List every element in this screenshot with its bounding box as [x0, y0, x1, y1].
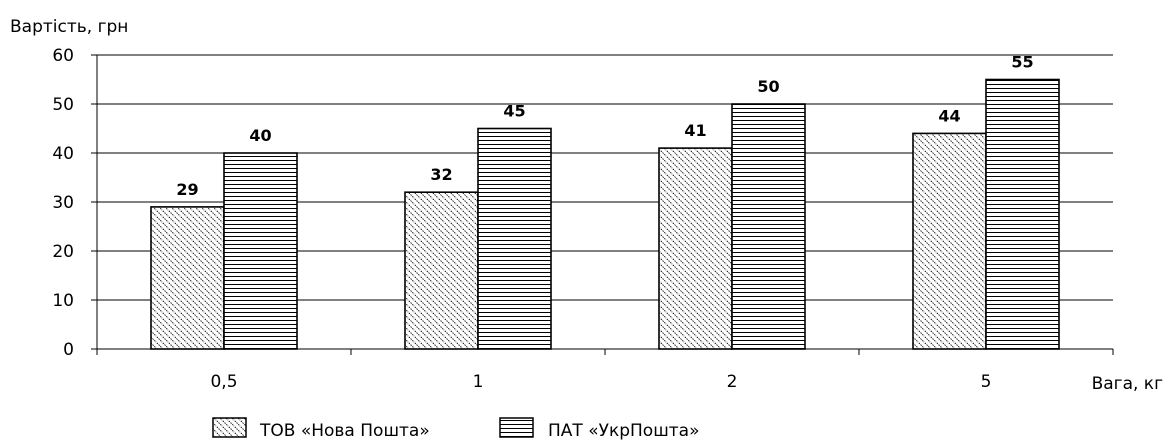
legend-swatch-nova-poshta [212, 417, 247, 438]
bar-nova-poshta [150, 206, 225, 350]
y-axis-title: Вартість, грн [10, 17, 128, 37]
data-label: 40 [249, 126, 271, 145]
data-label: 44 [938, 106, 960, 125]
x-tick-label: 2 [727, 372, 738, 392]
y-tick-label: 0 [63, 340, 74, 360]
data-label: 32 [430, 165, 452, 184]
data-label: 29 [176, 180, 198, 199]
x-axis-title: Вага, кг [1092, 374, 1164, 394]
data-label: 55 [1011, 53, 1033, 72]
y-tick-label: 20 [52, 242, 74, 262]
data-labels: 29 40 32 45 41 50 44 55 [176, 53, 1033, 199]
x-tick-label: 0,5 [210, 372, 237, 392]
data-label: 45 [503, 102, 525, 121]
bar-nova-poshta [912, 132, 987, 350]
y-tick-label: 60 [52, 46, 74, 66]
bars [150, 78, 1060, 350]
bar-nova-poshta [658, 147, 733, 350]
y-tick-label: 50 [52, 95, 74, 115]
x-tick-label: 1 [473, 372, 484, 392]
bar-ukrposhta [731, 103, 806, 350]
bar-ukrposhta [985, 78, 1060, 350]
legend: ТОВ «Нова Пошта» ПАТ «УкрПошта» [212, 417, 699, 441]
bar-ukrposhta [223, 152, 298, 350]
data-label: 41 [684, 121, 706, 140]
bar-ukrposhta [477, 127, 552, 350]
y-tick-label: 40 [52, 144, 74, 164]
bar-nova-poshta [404, 191, 479, 350]
legend-swatch-ukrposhta [499, 417, 534, 438]
legend-label-nova-poshta: ТОВ «Нова Пошта» [259, 421, 430, 441]
data-label: 50 [757, 77, 779, 96]
x-tick-label: 5 [981, 372, 992, 392]
y-tick-label: 30 [52, 193, 74, 213]
legend-label-ukrposhta: ПАТ «УкрПошта» [548, 421, 699, 441]
y-tick-label: 10 [52, 291, 74, 311]
